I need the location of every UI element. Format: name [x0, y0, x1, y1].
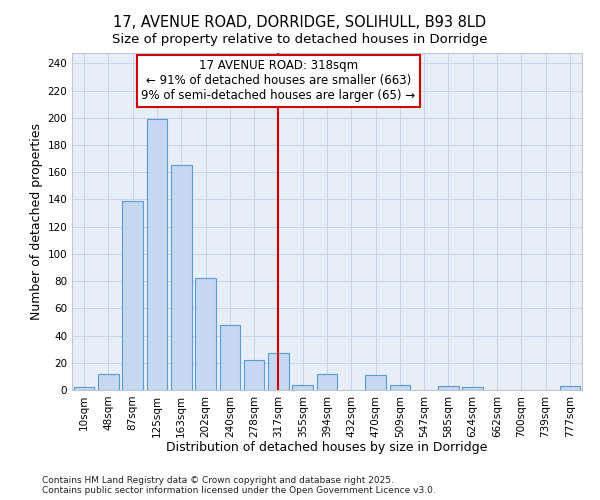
- Bar: [463, 388, 483, 390]
- Text: Size of property relative to detached houses in Dorridge: Size of property relative to detached ho…: [112, 32, 488, 46]
- Text: Contains HM Land Registry data © Crown copyright and database right 2025.
Contai: Contains HM Land Registry data © Crown c…: [42, 476, 436, 495]
- Bar: [122, 201, 143, 390]
- Bar: [389, 384, 410, 390]
- X-axis label: Distribution of detached houses by size in Dorridge: Distribution of detached houses by size …: [166, 441, 488, 454]
- Bar: [244, 360, 265, 390]
- Bar: [74, 388, 94, 390]
- Bar: [268, 354, 289, 390]
- Bar: [438, 386, 459, 390]
- Bar: [220, 324, 240, 390]
- Bar: [560, 386, 580, 390]
- Bar: [195, 278, 216, 390]
- Bar: [171, 166, 191, 390]
- Bar: [317, 374, 337, 390]
- Text: 17, AVENUE ROAD, DORRIDGE, SOLIHULL, B93 8LD: 17, AVENUE ROAD, DORRIDGE, SOLIHULL, B93…: [113, 15, 487, 30]
- Bar: [292, 384, 313, 390]
- Y-axis label: Number of detached properties: Number of detached properties: [30, 122, 43, 320]
- Text: 17 AVENUE ROAD: 318sqm
← 91% of detached houses are smaller (663)
9% of semi-det: 17 AVENUE ROAD: 318sqm ← 91% of detached…: [142, 60, 415, 102]
- Bar: [365, 375, 386, 390]
- Bar: [98, 374, 119, 390]
- Bar: [146, 119, 167, 390]
